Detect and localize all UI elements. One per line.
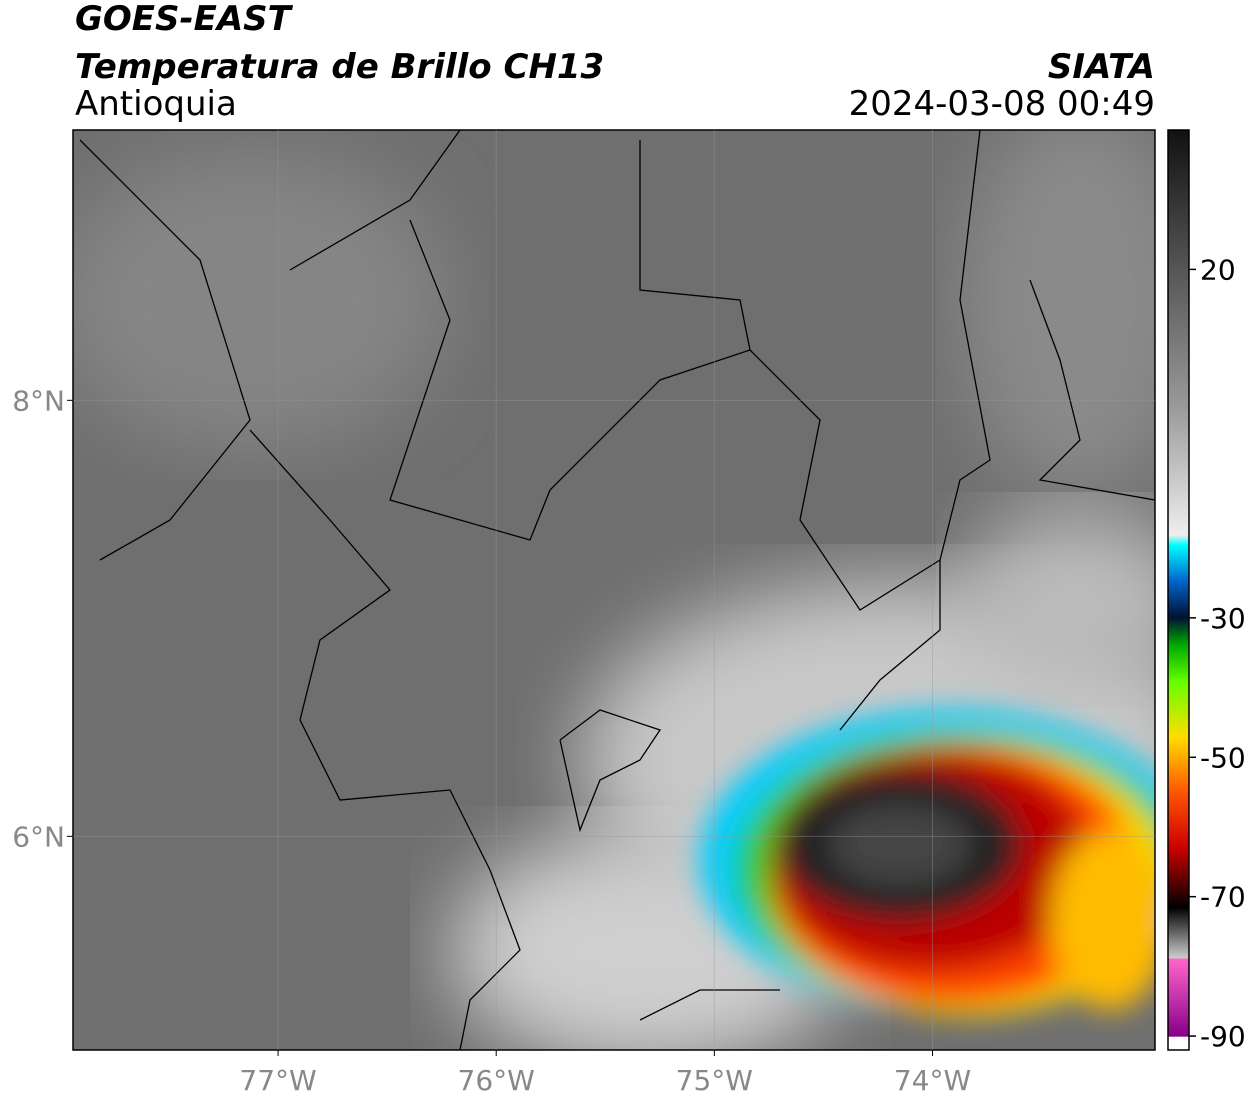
y-tick-label: 6°N bbox=[12, 820, 65, 853]
region: Antioquia bbox=[75, 84, 237, 124]
title: GOES-EAST bbox=[75, 0, 294, 39]
colorbar-tick-label: -90 bbox=[1200, 1020, 1246, 1053]
x-tick-label: 77°W bbox=[239, 1064, 316, 1097]
datetime: 2024-03-08 00:49 bbox=[849, 84, 1155, 124]
map-image bbox=[73, 130, 1155, 1050]
x-tick-label: 74°W bbox=[894, 1064, 971, 1097]
colorbar-tick-label: -50 bbox=[1200, 741, 1246, 774]
source: SIATA bbox=[1048, 47, 1155, 87]
subtitle: Temperatura de Brillo CH13 bbox=[75, 47, 604, 87]
map-frame bbox=[72, 129, 1156, 1051]
y-tick-label: 8°N bbox=[12, 384, 65, 417]
colorbar-tick-label: -30 bbox=[1200, 602, 1246, 635]
x-tick-label: 75°W bbox=[676, 1064, 753, 1097]
colorbar-tick-label: -70 bbox=[1200, 881, 1246, 914]
colorbar bbox=[1167, 129, 1190, 1051]
colorbar-tick-label: 20 bbox=[1200, 253, 1236, 286]
x-tick-label: 76°W bbox=[458, 1064, 535, 1097]
